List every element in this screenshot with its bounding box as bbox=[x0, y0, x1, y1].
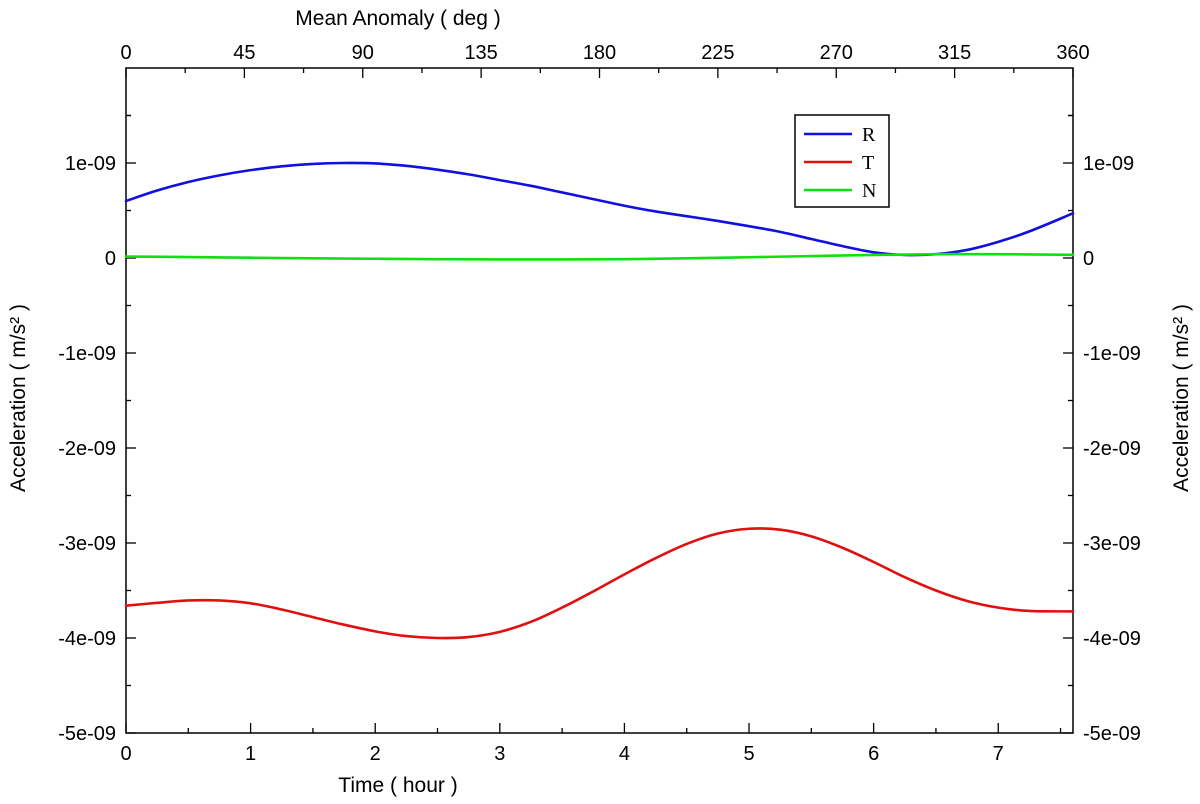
ticks bbox=[125, 68, 1074, 734]
y2-tick-label: -5e-09 bbox=[1083, 723, 1141, 745]
x-tick-label: 7 bbox=[993, 743, 1004, 765]
x-tick-label: 6 bbox=[868, 743, 879, 765]
series-lines bbox=[124, 161, 1075, 640]
x-tick-label: 5 bbox=[743, 743, 754, 765]
y-tick-label: -2e-09 bbox=[58, 438, 116, 460]
y-axis-title: Acceleration ( m/s² ) bbox=[7, 304, 30, 492]
x2-tick-label: 0 bbox=[120, 42, 131, 64]
series-line-n bbox=[124, 252, 1075, 261]
y2-tick-label: -2e-09 bbox=[1083, 438, 1141, 460]
x2-tick-label: 315 bbox=[938, 42, 971, 64]
legend-label-n: N bbox=[862, 180, 876, 202]
y2-tick-label: 0 bbox=[1083, 248, 1094, 270]
y-tick-label: -4e-09 bbox=[58, 628, 116, 650]
x-tick-label: 1 bbox=[245, 743, 256, 765]
y-tick-label: 1e-09 bbox=[65, 153, 116, 175]
x2-tick-label: 360 bbox=[1056, 42, 1089, 64]
x2-tick-label: 180 bbox=[583, 42, 616, 64]
x2-axis-title: Mean Anomaly ( deg ) bbox=[295, 7, 500, 30]
series-line-r bbox=[124, 161, 1075, 257]
legend: R T N bbox=[794, 114, 890, 208]
x-tick-label: 4 bbox=[619, 743, 630, 765]
y2-tick-label: -1e-09 bbox=[1083, 343, 1141, 365]
legend-label-r: R bbox=[862, 124, 876, 146]
x-tick-label: 3 bbox=[494, 743, 505, 765]
x2-tick-label: 135 bbox=[464, 42, 497, 64]
y2-axis-title: Acceleration ( m/s² ) bbox=[1170, 304, 1193, 492]
x-axis-title: Time ( hour ) bbox=[338, 774, 457, 797]
x-tick-label: 0 bbox=[120, 743, 131, 765]
y-tick-label: -1e-09 bbox=[58, 343, 116, 365]
y-tick-label: 0 bbox=[105, 248, 116, 270]
x-tick-label: 2 bbox=[370, 743, 381, 765]
y-tick-label: -3e-09 bbox=[58, 533, 116, 555]
y2-tick-label: -4e-09 bbox=[1083, 628, 1141, 650]
x2-tick-label: 90 bbox=[352, 42, 374, 64]
series-line-t bbox=[124, 527, 1075, 640]
legend-label-t: T bbox=[862, 152, 874, 174]
y2-tick-label: 1e-09 bbox=[1083, 153, 1134, 175]
x2-tick-label: 45 bbox=[233, 42, 255, 64]
x2-tick-label: 270 bbox=[820, 42, 853, 64]
y-tick-label: -5e-09 bbox=[58, 723, 116, 745]
y2-tick-label: -3e-09 bbox=[1083, 533, 1141, 555]
x2-tick-label: 225 bbox=[701, 42, 734, 64]
